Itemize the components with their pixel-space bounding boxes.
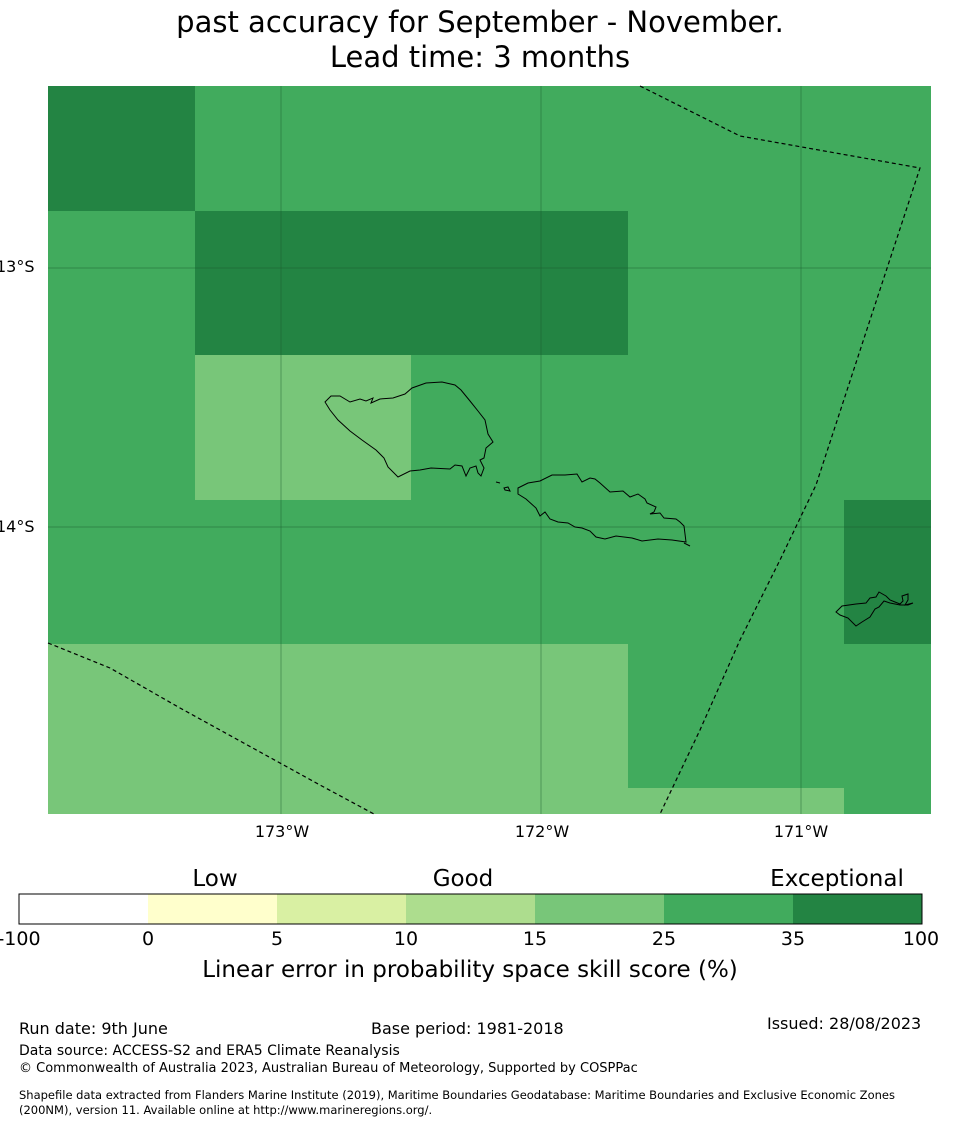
grid-cell (844, 500, 931, 644)
lon-label-171w: 171°W (773, 822, 829, 841)
skill-score-map (47, 85, 931, 815)
island-nuutele (683, 542, 691, 547)
grid-cell (195, 211, 628, 355)
colorbar-segment (277, 894, 406, 924)
lon-label-172w: 172°W (514, 822, 570, 841)
island-upolu (517, 473, 687, 543)
grid-cell (48, 86, 195, 211)
shapefile-credit-line-1: Shapefile data extracted from Flanders M… (19, 1088, 895, 1102)
grid-cell (48, 644, 628, 814)
colorbar (18, 893, 923, 925)
map-title-line-2: Lead time: 3 months (329, 40, 631, 74)
legend-category-exceptional: Exceptional (770, 866, 904, 892)
legend-category-low: Low (192, 866, 238, 892)
grid-cell (195, 355, 411, 500)
colorbar-segment (148, 894, 277, 924)
island-apolima (503, 486, 511, 492)
grid-cell (628, 788, 844, 814)
island-savaii (324, 381, 494, 478)
colorbar-tick: 25 (651, 928, 677, 950)
graticule (48, 86, 931, 814)
colorbar-segment (793, 894, 922, 924)
data-source: Data source: ACCESS-S2 and ERA5 Climate … (19, 1043, 400, 1059)
lat-label-13s: 13°S (0, 257, 35, 276)
colorbar-tick: 15 (522, 928, 548, 950)
colorbar-tick: 5 (270, 928, 284, 950)
colorbar-tick: 0 (141, 928, 155, 950)
eez-boundary-line (47, 642, 375, 815)
island-tutuila (835, 591, 914, 627)
issued-date: Issued: 28/08/2023 (767, 1014, 922, 1033)
lon-label-173w: 173°W (254, 822, 310, 841)
eez-boundaries (47, 85, 921, 815)
colorbar-tick: -100 (0, 928, 41, 950)
colorbar-segment (535, 894, 664, 924)
map-title-line-1: past accuracy for September - November. (176, 5, 784, 39)
run-date: Run date: 9th June (19, 1019, 168, 1038)
copyright-notice: © Commonwealth of Australia 2023, Austra… (19, 1061, 638, 1076)
lat-label-14s: 14°S (0, 517, 35, 536)
colorbar-segment (19, 894, 148, 924)
colorbar-tick: 100 (902, 928, 940, 950)
colorbar-tick: 35 (780, 928, 806, 950)
colorbar-tick: 10 (393, 928, 419, 950)
colorbar-title: Linear error in probability space skill … (202, 957, 738, 983)
colorbar-outline (18, 893, 923, 925)
legend-category-good: Good (432, 866, 494, 892)
colorbar-segment (406, 894, 535, 924)
colorbar-segment (664, 894, 793, 924)
base-period: Base period: 1981-2018 (371, 1019, 564, 1038)
island-manono (495, 481, 501, 484)
coastlines (324, 381, 914, 627)
shapefile-credit-line-2: (200NM), version 11. Available online at… (19, 1103, 433, 1117)
